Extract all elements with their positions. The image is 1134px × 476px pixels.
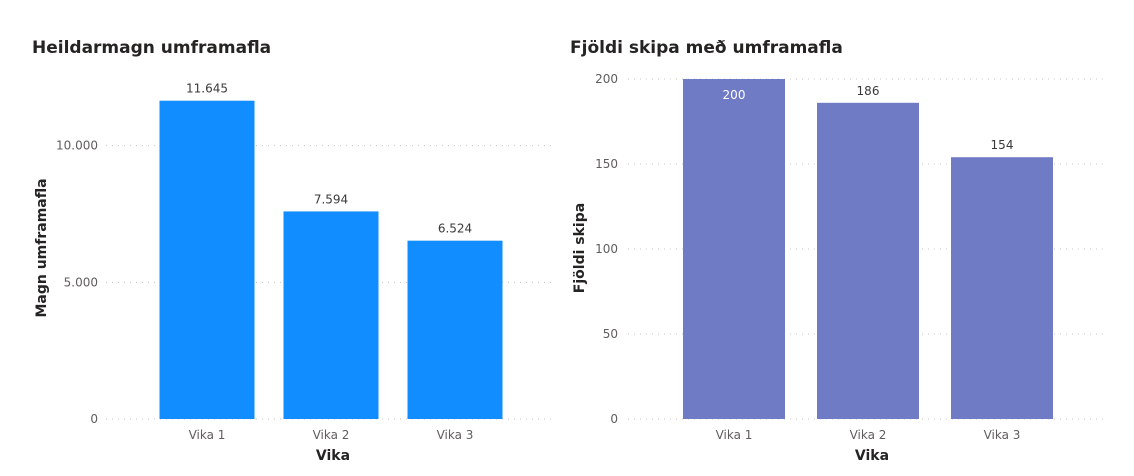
x-tick-label: Vika 1 (716, 428, 753, 442)
bar[interactable] (283, 211, 379, 419)
y-tick-label: 150 (595, 157, 618, 171)
data-label: 186 (857, 84, 880, 98)
x-axis-title: Vika (855, 448, 889, 464)
data-label: 200 (723, 88, 746, 102)
x-tick-label: Vika 3 (437, 428, 474, 442)
data-label: 154 (991, 138, 1014, 152)
y-tick-label: 5.000 (64, 275, 98, 289)
y-tick-label: 50 (603, 327, 618, 341)
data-label: 7.594 (314, 192, 348, 206)
bar[interactable] (407, 240, 503, 419)
chart-panel-left: Heildarmagn umframafla 0 5.000 10.000 11.64… (0, 0, 560, 476)
x-tick-label: Vika 2 (313, 428, 350, 442)
chart-title: Heildarmagn umframafla (32, 38, 272, 58)
data-label: 11.645 (186, 82, 228, 96)
bar[interactable] (817, 102, 919, 420)
x-tick-label: Vika 2 (850, 428, 887, 442)
y-tick-label: 0 (90, 412, 98, 426)
y-axis-title: Magn umframafla (34, 178, 50, 317)
y-tick-label: 0 (610, 412, 618, 426)
y-axis-title: Fjöldi skipa (572, 203, 588, 293)
chart-panel-right: Fjöldi skipa með umframafla 0 50 100 150 200… (560, 0, 1134, 476)
x-tick-label: Vika 3 (984, 428, 1021, 442)
y-tick-label: 10.000 (56, 139, 98, 153)
bar[interactable] (951, 157, 1053, 419)
x-axis-title: Vika (316, 448, 350, 464)
bar-chart-right: 0 50 100 150 200 200 Vika 1 186 Vika 2 154 Vika 3 V… (572, 72, 1108, 464)
bar-chart-left: 0 5.000 10.000 11.645 Vika 1 7.594 Vika 2 6.524… (34, 82, 556, 464)
y-tick-label: 100 (595, 242, 618, 256)
y-tick-label: 200 (595, 72, 618, 86)
bar[interactable] (683, 79, 785, 419)
x-tick-label: Vika 1 (189, 428, 226, 442)
data-label: 6.524 (438, 222, 472, 236)
bar[interactable] (159, 100, 255, 419)
chart-title: Fjöldi skipa með umframafla (570, 38, 843, 58)
